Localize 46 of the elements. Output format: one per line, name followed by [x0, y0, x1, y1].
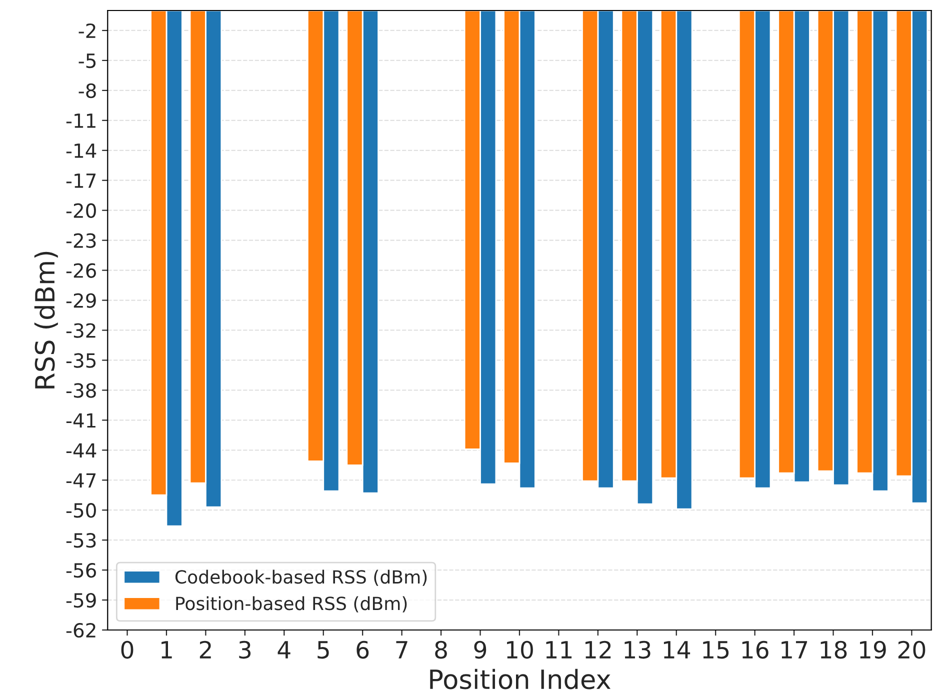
y-tick-label: -44	[66, 443, 96, 458]
legend-label: Codebook-based RSS (dBm)	[175, 570, 427, 586]
x-tick-label: 19	[860, 640, 886, 659]
x-tick-label: 15	[703, 641, 729, 659]
y-tick-label: -2	[78, 23, 96, 38]
x-tick-label: 9	[474, 640, 486, 659]
x-tick-label: 10	[507, 640, 533, 659]
y-tick-label: -59	[66, 592, 96, 608]
x-tick-label: 16	[742, 640, 768, 659]
x-tick-label: 11	[546, 641, 572, 658]
legend-label: Position-based RSS (dBm)	[176, 596, 407, 612]
y-tick-label: -11	[66, 114, 96, 128]
y-tick-label: -41	[66, 413, 96, 428]
x-tick-label: 4	[278, 641, 290, 658]
x-tick-label: 1	[162, 641, 172, 658]
x-tick-label: 7	[396, 641, 408, 658]
y-tick-label: -23	[66, 233, 96, 248]
y-tick-label: -38	[66, 383, 96, 398]
y-tick-label: -32	[66, 323, 96, 338]
x-axis-title: Position Index	[430, 668, 610, 690]
x-tick-label: 6	[356, 640, 369, 659]
y-tick-label: -14	[66, 144, 96, 158]
x-tick-label: 12	[585, 640, 611, 658]
y-tick-label: -29	[66, 293, 96, 308]
y-tick-label: -17	[66, 174, 96, 188]
y-axis-title: RSS (dBm)	[34, 252, 58, 388]
x-tick-label: 8	[435, 640, 447, 659]
y-tick-label: -35	[66, 353, 96, 368]
x-tick-label: 17	[782, 641, 808, 658]
y-tick-label: -62	[66, 622, 96, 638]
x-tick-label: 2	[200, 640, 211, 658]
x-tick-label: 3	[239, 640, 251, 659]
x-tick-label: 13	[624, 640, 650, 659]
x-tick-label: 18	[820, 640, 847, 659]
x-tick-label: 14	[664, 641, 690, 658]
x-tick-label: 20	[898, 640, 926, 659]
y-tick-label: -5	[78, 54, 96, 68]
y-tick-label: -56	[66, 563, 96, 578]
y-tick-label: -20	[66, 203, 96, 218]
y-tick-label: -26	[66, 263, 96, 278]
y-tick-label: -53	[66, 533, 96, 548]
x-tick-label: 0	[121, 640, 134, 659]
y-tick-label: -47	[66, 473, 96, 488]
y-tick-label: -50	[66, 503, 96, 518]
x-tick-label: 5	[318, 641, 329, 659]
y-tick-label: -8	[78, 83, 96, 98]
